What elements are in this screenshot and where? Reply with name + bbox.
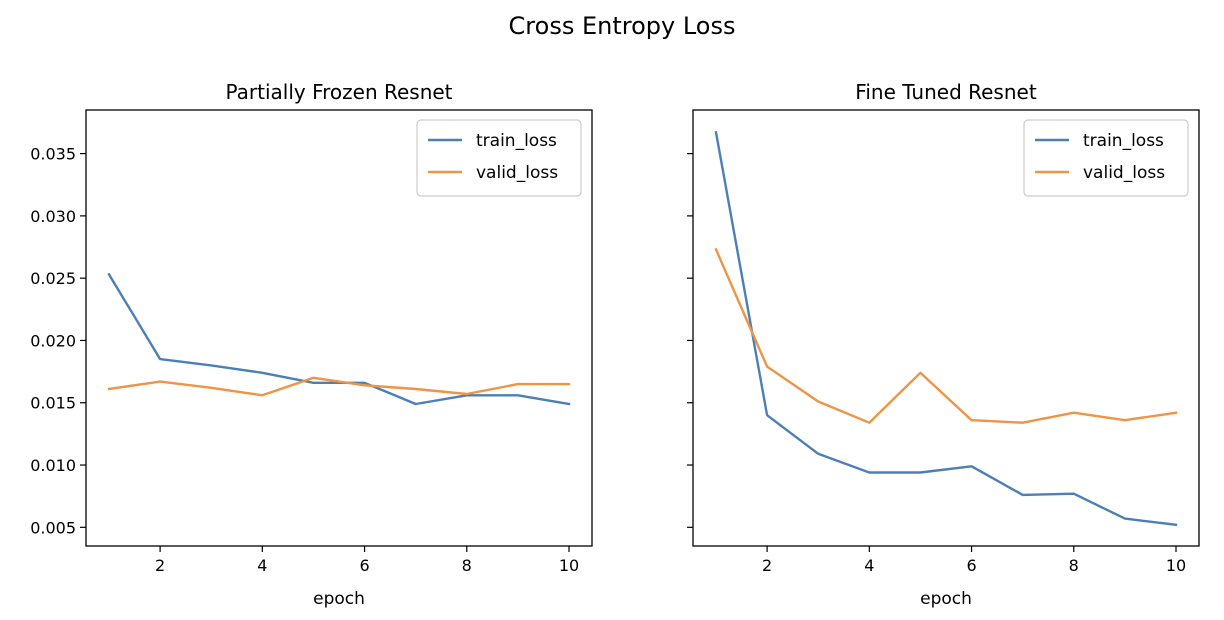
x-tick-label: 10 [559, 556, 579, 575]
legend-label: valid_loss [1083, 163, 1165, 183]
x-tick-label: 6 [966, 556, 976, 575]
x-axis-label: epoch [920, 589, 972, 609]
y-tick-label: 0.005 [30, 518, 76, 537]
x-tick-label: 10 [1166, 556, 1186, 575]
chart-title: Fine Tuned Resnet [855, 80, 1037, 104]
legend-label: train_loss [476, 131, 557, 151]
figure-suptitle: Cross Entropy Loss [509, 12, 736, 40]
axes-frame [692, 109, 1200, 547]
chart-panel-partially-frozen-resnet: Partially Frozen Resnet 2 4 6 8 10 0.005 0.010 0… [30, 80, 593, 609]
y-tick-label: 0.035 [30, 145, 76, 164]
y-tick-label: 0.010 [30, 456, 76, 475]
x-tick-label: 6 [359, 556, 369, 575]
x-tick-label: 8 [1069, 556, 1079, 575]
series-line-train-loss [107, 272, 571, 406]
legend-label: train_loss [1083, 131, 1164, 151]
y-tick-label: 0.025 [30, 269, 76, 288]
x-tick-label: 2 [762, 556, 772, 575]
x-tick-label: 8 [462, 556, 472, 575]
chart-title: Partially Frozen Resnet [225, 80, 452, 104]
series-line-valid-loss [107, 376, 571, 397]
x-tick-label: 4 [257, 556, 267, 575]
axes-frame [85, 109, 593, 547]
x-axis-label: epoch [313, 589, 365, 609]
x-tick-label: 4 [864, 556, 874, 575]
y-tick-label: 0.015 [30, 394, 76, 413]
y-tick-label: 0.030 [30, 207, 76, 226]
chart-panel-fine-tuned-resnet: Fine Tuned Resnet 2 4 6 8 10 epoch train_lossva… [687, 80, 1200, 609]
legend-label: valid_loss [476, 163, 558, 183]
series-line-train-loss [714, 131, 1178, 527]
y-tick-label: 0.020 [30, 331, 76, 350]
series-line-valid-loss [714, 247, 1178, 424]
x-tick-label: 2 [155, 556, 165, 575]
